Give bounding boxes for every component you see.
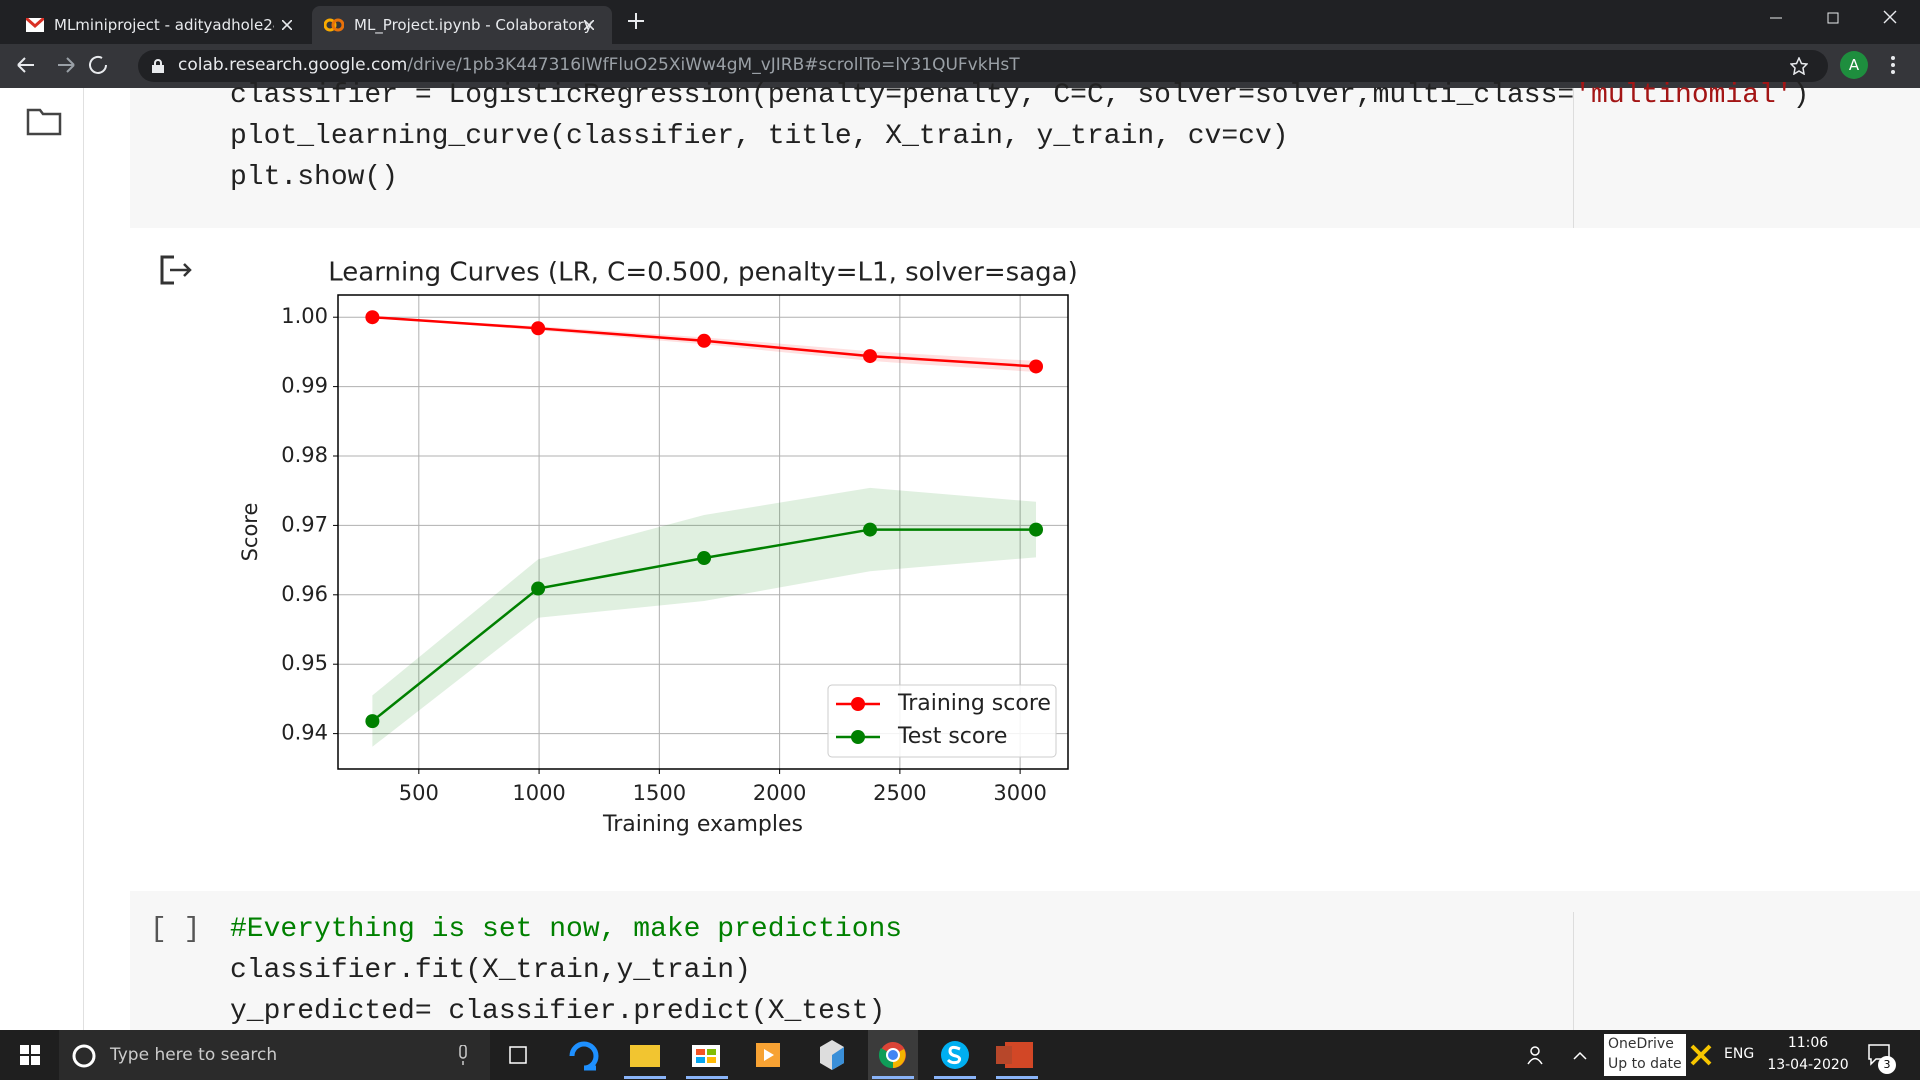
point	[531, 581, 546, 596]
legend-marker	[851, 697, 865, 711]
nav-buttons[interactable]	[16, 54, 116, 76]
code-line: #Everything is set now, make predictions	[230, 914, 902, 945]
tab-active[interactable]: ML_Project.ipynb - Colaboratory	[312, 6, 612, 44]
onedrive-tooltip: OneDrive Up to date	[1604, 1034, 1686, 1076]
point	[1029, 359, 1044, 374]
code-token: y_predicted= classifier.predict(X_test)	[230, 996, 886, 1027]
files-icon[interactable]	[26, 106, 62, 136]
legend-marker	[851, 730, 865, 744]
clock-time[interactable]: 11:06	[1787, 1035, 1829, 1051]
code-token: classifier.fit(X_train,y_train)	[230, 955, 751, 986]
onedrive-title: OneDrive	[1608, 1036, 1674, 1052]
legend-label: Training score	[897, 691, 1051, 716]
x-tick-label: 2000	[753, 781, 806, 805]
cell-divider	[1573, 88, 1574, 228]
code-token: #Everything is set now, make predictions	[230, 914, 903, 945]
point	[863, 349, 878, 364]
colab-icon	[324, 18, 344, 32]
pinned-apps[interactable]	[500, 1030, 1060, 1080]
point	[365, 714, 380, 729]
tray-app-icon[interactable]	[1690, 1044, 1712, 1066]
url: colab.research.google.com/drive/1pb3K447…	[178, 55, 1020, 75]
code-token: plt.show()	[230, 162, 399, 193]
point	[1029, 522, 1044, 537]
lock-icon	[152, 59, 164, 73]
x-tick-label: 3000	[993, 781, 1046, 805]
code-line: plot_learning_curve(classifier, title, X…	[230, 121, 1289, 152]
x-axis-label: Training examples	[602, 812, 803, 837]
point	[863, 522, 878, 537]
code-token: )	[1792, 80, 1810, 111]
code-line: classifier.fit(X_train,y_train)	[230, 955, 751, 986]
std-band	[372, 487, 1037, 747]
chart-title: Learning Curves (LR, C=0.500, penalty=L1…	[328, 258, 1077, 288]
tab-title: ML_Project.ipynb - Colaboratory	[354, 16, 593, 34]
code-cell	[130, 891, 1920, 1030]
code-token: plot_learning_curve(classifier, title, X…	[230, 121, 1289, 152]
code-line: plt.show()	[230, 162, 398, 193]
search-box[interactable]: Type here to search	[59, 1030, 490, 1080]
chart: 500 1000 1500 2000 2500 3000 0.94 0.95 0.96 0.97 0…	[238, 258, 1078, 838]
code-token: 'multinomial'	[1574, 80, 1793, 111]
cell-divider	[1573, 912, 1574, 1030]
code-token: classifier = LogisticRegression(penalty=…	[230, 80, 1575, 111]
x-tick-label: 1500	[633, 781, 686, 805]
sidebar-border	[83, 88, 84, 1030]
x-tick-label: 2500	[873, 781, 926, 805]
cortana-icon	[72, 1044, 96, 1068]
url-path: /drive/1pb3K447316lWfFluO25XiWw4gM_vJIRB…	[407, 55, 1020, 75]
point	[697, 333, 712, 348]
taskbar: Type here to search OneDrive Up to date …	[0, 1030, 1920, 1080]
plot-frame	[337, 294, 1069, 770]
y-tick-label: 0.96	[281, 582, 328, 606]
x-tick-label: 500	[399, 781, 439, 805]
profile-avatar[interactable]: A	[1840, 51, 1868, 79]
clock-date[interactable]: 13-04-2020	[1767, 1057, 1849, 1073]
gmail-icon	[26, 18, 44, 32]
y-tick-label: 0.95	[281, 651, 328, 675]
code-line: y_predicted= classifier.predict(X_test)	[230, 996, 885, 1027]
tab[interactable]: MLminiproject - adityadhole24@	[12, 6, 302, 44]
window-controls[interactable]	[1770, 8, 1910, 28]
search-placeholder: Type here to search	[110, 1045, 278, 1065]
menu-button[interactable]	[1890, 55, 1896, 75]
legend-label: Test score	[897, 724, 1007, 749]
mic-icon	[459, 1045, 467, 1065]
y-tick-label: 0.99	[281, 374, 328, 398]
url-host: colab.research.google.com	[178, 55, 408, 75]
code-line: classifier = LogisticRegression(penalty=…	[230, 80, 1809, 111]
legend-box	[827, 684, 1057, 758]
y-tick-label: 0.97	[281, 512, 328, 536]
tab-title: MLminiproject - adityadhole24@	[54, 16, 274, 34]
tray-icons[interactable]	[1526, 1044, 1596, 1066]
y-axis-label: Score	[238, 503, 262, 562]
star-icon[interactable]	[1790, 57, 1808, 75]
close-icon[interactable]	[282, 20, 292, 30]
y-tick-label: 1.00	[281, 304, 328, 328]
y-tick-label: 0.94	[281, 721, 328, 745]
point	[365, 310, 380, 325]
language[interactable]: ENG	[1724, 1046, 1755, 1062]
y-tick-label: 0.98	[281, 443, 328, 467]
output-icon	[160, 255, 192, 285]
new-tab-button[interactable]	[628, 13, 644, 29]
run-prompt[interactable]: [ ]	[150, 914, 201, 945]
notification-icon[interactable]	[1868, 1044, 1892, 1066]
point	[697, 551, 712, 566]
onedrive-status: Up to date	[1608, 1056, 1682, 1072]
code-cell	[130, 88, 1920, 228]
omnibox[interactable]: colab.research.google.com/drive/1pb3K447…	[138, 50, 1828, 82]
notification-count: 3	[1878, 1056, 1896, 1074]
close-icon[interactable]	[584, 20, 594, 30]
x-tick-label: 1000	[512, 781, 565, 805]
start-button[interactable]	[20, 1045, 40, 1065]
point	[531, 321, 546, 336]
